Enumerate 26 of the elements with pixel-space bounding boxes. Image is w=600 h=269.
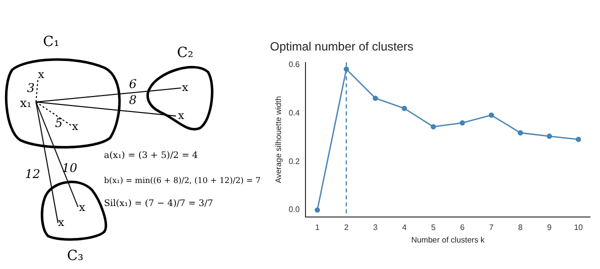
x-tick-label: 6 xyxy=(460,222,466,232)
x-tick-label: 1 xyxy=(315,222,320,232)
x-tick-label: 9 xyxy=(547,222,552,232)
point xyxy=(576,136,582,142)
y-tick-label: 0.4 xyxy=(288,108,300,118)
point xyxy=(518,130,524,136)
point xyxy=(372,96,378,101)
y-tick-label: 0.6 xyxy=(288,60,300,70)
point xyxy=(460,120,466,126)
point xyxy=(314,207,320,213)
x-tick-label: 8 xyxy=(518,222,524,232)
x-tick-label: 7 xyxy=(489,222,494,232)
y-tick-label: 0.0 xyxy=(288,205,300,214)
point xyxy=(430,124,436,130)
y-tick-label: 0.2 xyxy=(288,156,300,166)
point xyxy=(546,134,552,139)
x-tick-label: 4 xyxy=(402,222,408,232)
x-tick-label: 3 xyxy=(373,222,378,232)
y-axis-title: Average silhouette width xyxy=(274,96,284,184)
chart-title: Optimal number of clusters xyxy=(270,40,414,54)
x-tick-label: 10 xyxy=(574,222,584,232)
point xyxy=(402,106,407,112)
point xyxy=(488,112,494,118)
x-axis-title: Number of clusters k xyxy=(411,235,486,244)
x-tick-label: 5 xyxy=(431,222,436,232)
x-tick-label: 2 xyxy=(344,222,350,232)
